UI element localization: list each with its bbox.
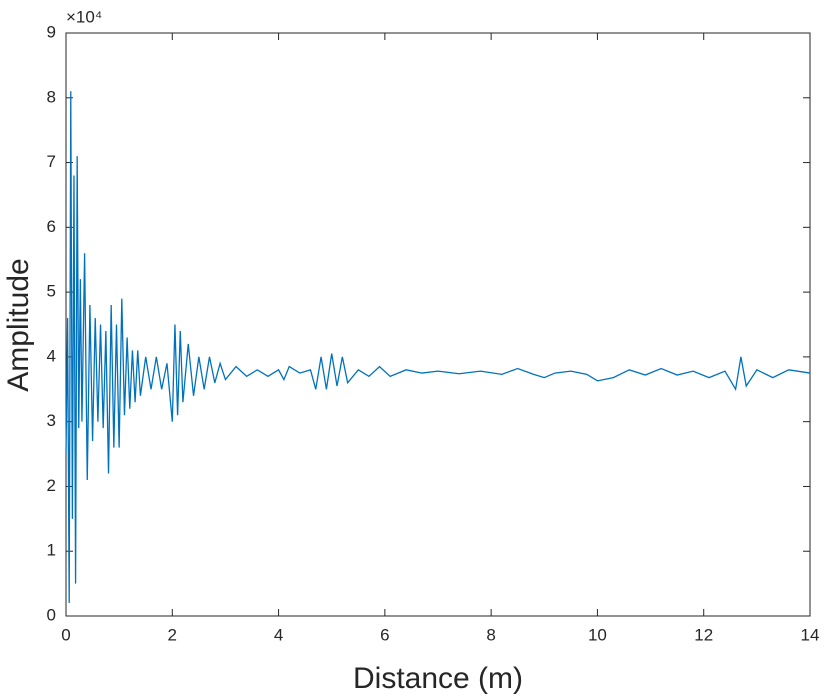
y-tick-label: 6 [47, 217, 56, 236]
y-tick-label: 7 [47, 152, 56, 171]
y-multiplier: ×10⁴ [66, 7, 102, 26]
y-tick-label: 1 [47, 541, 56, 560]
data-line [65, 91, 811, 604]
x-tick-label: 10 [588, 625, 607, 644]
y-tick-label: 2 [47, 476, 56, 495]
plot-frame [65, 32, 811, 617]
y-tick-label: 3 [47, 411, 56, 430]
y-tick-label: 0 [47, 605, 56, 624]
x-tick-label: 0 [61, 625, 70, 644]
y-tick-label: 5 [47, 282, 56, 301]
x-tick-label: 8 [486, 625, 495, 644]
y-tick-label: 8 [47, 87, 56, 106]
y-tick-label: 9 [47, 22, 56, 41]
x-tick-label: 14 [801, 625, 820, 644]
x-tick-label: 2 [168, 625, 177, 644]
x-tick-label: 12 [694, 625, 713, 644]
x-tick-label: 4 [274, 625, 283, 644]
x-axis-label: Distance (m) [353, 662, 523, 695]
x-tick-label: 6 [380, 625, 389, 644]
y-axis-label: Amplitude [2, 258, 35, 391]
y-tick-label: 4 [47, 346, 56, 365]
